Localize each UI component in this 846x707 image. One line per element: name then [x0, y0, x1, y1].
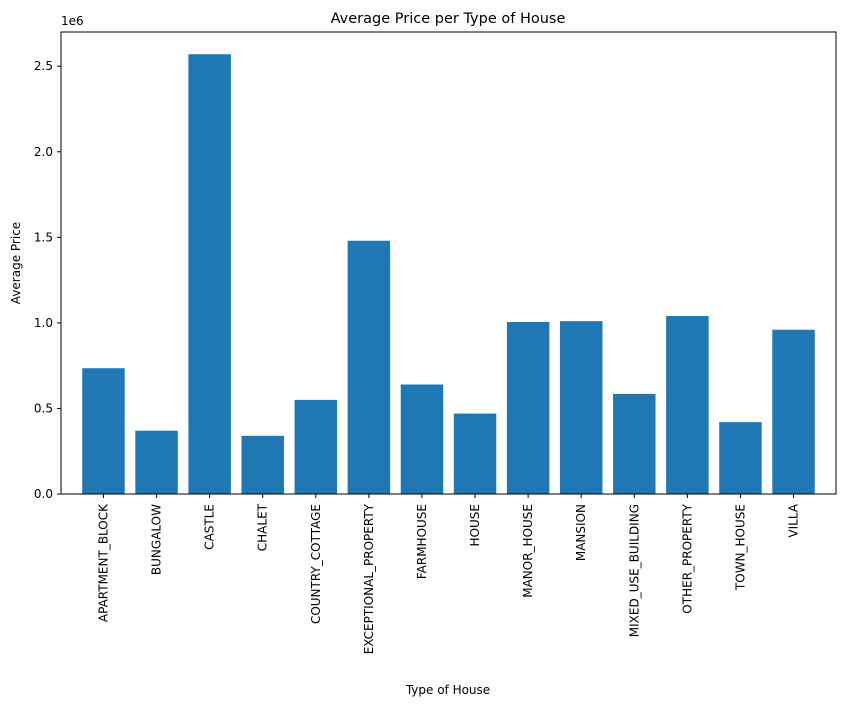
bar-mansion: [559, 321, 603, 494]
bar-town-house: [719, 422, 762, 494]
y-axis: 0.0 0.5 1.0 1.5 2.0 2.5: [34, 59, 61, 501]
x-tick-label: MANSION: [574, 504, 588, 561]
x-tick-label: MIXED_USE_BUILDING: [627, 504, 641, 637]
x-tick-label: COUNTRY_COTTAGE: [309, 504, 323, 624]
x-tick-label: CHALET: [256, 503, 270, 551]
bar-manor-house: [506, 322, 550, 494]
x-tick-label: APARTMENT_BLOCK: [96, 503, 110, 622]
bar-house: [453, 413, 497, 494]
x-tick-label: HOUSE: [468, 504, 482, 546]
y-tick-label: 0.5: [34, 401, 53, 415]
bar-villa: [772, 329, 815, 494]
bar-bungalow: [135, 430, 178, 494]
bar-castle: [188, 54, 231, 495]
x-axis-label: Type of House: [405, 683, 490, 697]
x-tick-label: MANOR_HOUSE: [521, 504, 535, 598]
x-tick-label: TOWN_HOUSE: [733, 504, 747, 591]
y-axis-label: Average Price: [9, 222, 23, 304]
x-tick-label: OTHER_PROPERTY: [680, 503, 694, 613]
bar-country-cottage: [294, 399, 338, 494]
x-tick-label: CASTLE: [203, 504, 217, 550]
x-axis: APARTMENT_BLOCK BUNGALOW CASTLE CHALET COUNT…: [96, 494, 801, 654]
bars-group: [82, 54, 815, 495]
chart-title: Average Price per Type of House: [331, 11, 566, 27]
bar-mixed-use-building: [613, 393, 656, 494]
bar-farmhouse: [400, 384, 444, 494]
bar-chalet: [241, 435, 284, 494]
y-offset-text: 1e6: [61, 14, 84, 28]
y-tick-label: 2.0: [34, 145, 53, 159]
bar-apartment-block: [82, 368, 125, 494]
bar-other-property: [666, 316, 709, 494]
x-tick-label: FARMHOUSE: [415, 504, 429, 579]
y-tick-label: 1.5: [34, 230, 53, 244]
x-tick-label: BUNGALOW: [150, 504, 164, 575]
y-tick-label: 2.5: [34, 59, 53, 73]
x-tick-label: VILLA: [787, 503, 801, 537]
y-tick-label: 0.0: [34, 487, 53, 501]
x-tick-label: EXCEPTIONAL_PROPERTY: [362, 503, 376, 654]
y-tick-label: 1.0: [34, 316, 53, 330]
bar-exceptional-property: [347, 240, 391, 494]
plot-frame: [60, 31, 837, 495]
